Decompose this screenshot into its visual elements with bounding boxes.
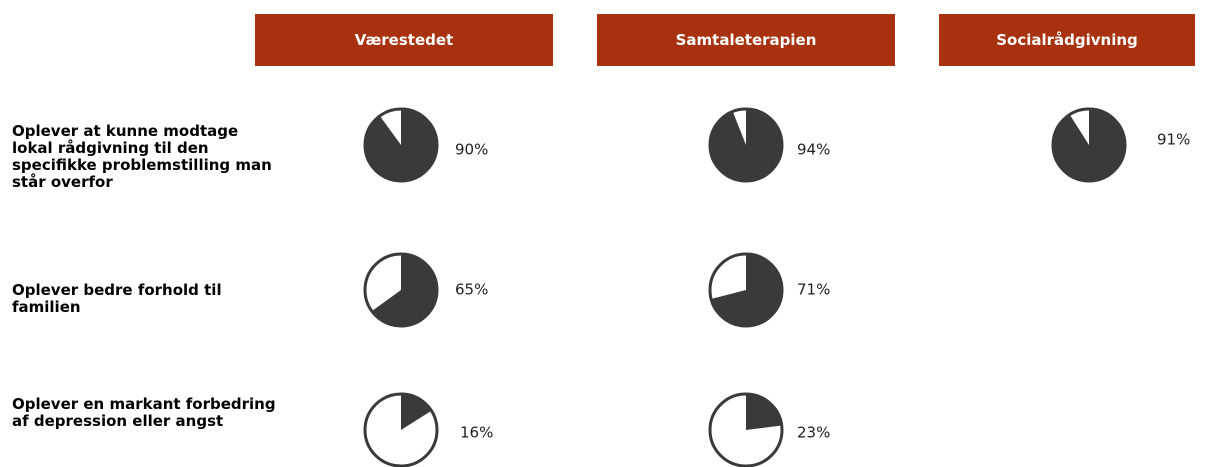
pie-slice — [365, 109, 437, 181]
pie-slice — [371, 254, 437, 326]
pie-slice — [401, 394, 432, 430]
pie-slice — [746, 394, 782, 430]
value-label: 16% — [460, 424, 493, 442]
row-label: Oplever at kunne modtage lokal rådgivnin… — [12, 122, 272, 191]
value-label: 94% — [797, 141, 830, 159]
column-header: Samtaleterapien — [597, 14, 895, 66]
value-label: 71% — [797, 281, 830, 299]
pie-slice — [710, 109, 782, 181]
value-label: 91% — [1157, 131, 1190, 149]
value-label: 65% — [455, 281, 488, 299]
column-header: Værestedet — [255, 14, 553, 66]
column-header: Socialrådgivning — [939, 14, 1195, 66]
pie-slice — [1053, 109, 1125, 182]
value-label: 23% — [797, 424, 830, 442]
row-label: Oplever bedre forhold til familien — [12, 281, 222, 316]
pie-slice — [711, 254, 782, 327]
row-label: Oplever en markant forbedring af depress… — [12, 395, 276, 430]
value-label: 90% — [455, 141, 488, 159]
